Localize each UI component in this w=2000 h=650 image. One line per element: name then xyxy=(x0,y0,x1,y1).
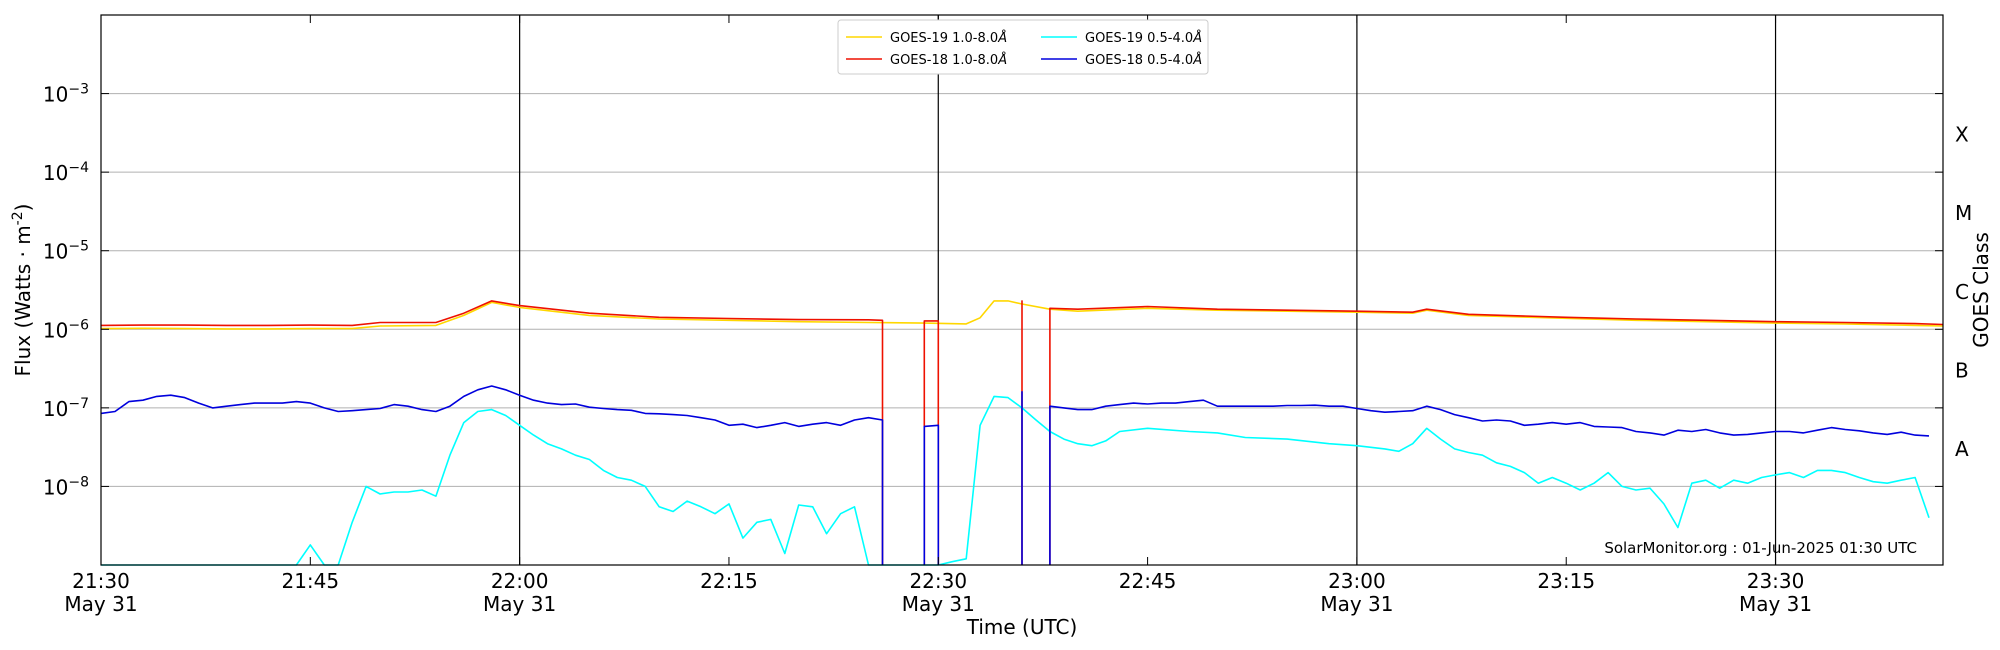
goes-class-label: A xyxy=(1955,437,1969,461)
x-tick-label: 23:00 xyxy=(1328,569,1386,593)
credit-text: SolarMonitor.org : 01-Jun-2025 01:30 UTC xyxy=(1604,539,1917,557)
goes-class-axis-label: GOES Class xyxy=(1969,232,1993,348)
x-tick-label: 23:30 xyxy=(1747,569,1805,593)
y-tick-label: 10−5 xyxy=(43,239,89,264)
x-tick-label: 22:30 xyxy=(909,569,967,593)
x-tick-label: 21:30 xyxy=(72,569,130,593)
x-tick-date: May 31 xyxy=(1739,592,1812,616)
goes-class-label: C xyxy=(1955,280,1969,304)
legend-entry-unit: Å xyxy=(997,30,1007,46)
y-tick-exponent: −8 xyxy=(68,474,89,490)
x-tick-date: May 31 xyxy=(64,592,137,616)
x-axis-label: Time (UTC) xyxy=(966,615,1078,639)
y-tick-base: 10 xyxy=(43,240,68,264)
legend-entry-unit: Å xyxy=(997,52,1007,68)
y-tick-label: 10−7 xyxy=(43,396,89,421)
x-tick-label: 22:15 xyxy=(700,569,758,593)
legend-box xyxy=(837,19,1209,75)
y-tick-exponent: −6 xyxy=(68,317,89,333)
y-axis-ticks: 10−810−710−610−510−410−3 xyxy=(43,82,1943,499)
y-tick-label: 10−3 xyxy=(43,82,89,107)
y-axis-label-main: Flux (Watts · m xyxy=(11,225,35,376)
goes-class-label: M xyxy=(1955,201,1972,225)
y-tick-base: 10 xyxy=(43,475,68,499)
flux-series xyxy=(100,300,1944,566)
y-tick-exponent: −7 xyxy=(68,396,89,412)
legend-entry-unit: Å xyxy=(1192,52,1202,68)
legend-entry: GOES-18 0.5-4.0Å xyxy=(1085,52,1202,68)
y-axis-label: Flux (Watts · m-2) xyxy=(10,204,35,377)
y-tick-exponent: −3 xyxy=(68,82,89,98)
y-tick-base: 10 xyxy=(43,318,68,342)
y-tick-base: 10 xyxy=(43,397,68,421)
y-tick-base: 10 xyxy=(43,83,68,107)
series-line xyxy=(100,385,1930,565)
x-tick-label: 22:00 xyxy=(491,569,549,593)
day-boundary-lines xyxy=(519,15,1777,565)
legend-entry-name: GOES-18 0.5-4.0 xyxy=(1085,53,1193,68)
legend-entry: GOES-19 1.0-8.0Å xyxy=(890,30,1007,46)
legend-entry-unit: Å xyxy=(1192,30,1202,46)
goes-class-label: B xyxy=(1955,358,1969,382)
y-tick-label: 10−4 xyxy=(43,160,89,185)
goes-class-label: X xyxy=(1955,123,1969,147)
x-tick-label: 21:45 xyxy=(281,569,339,593)
legend-entry-name: GOES-18 1.0-8.0 xyxy=(890,53,998,68)
x-tick-label: 22:45 xyxy=(1119,569,1177,593)
x-tick-date: May 31 xyxy=(1320,592,1393,616)
legend-entry-name: GOES-19 1.0-8.0 xyxy=(890,31,998,46)
y-tick-exponent: −4 xyxy=(68,160,89,176)
y-tick-label: 10−6 xyxy=(43,317,89,342)
x-tick-date: May 31 xyxy=(483,592,556,616)
legend-entry: GOES-18 1.0-8.0Å xyxy=(890,52,1007,68)
y-tick-base: 10 xyxy=(43,161,68,185)
x-tick-date: May 31 xyxy=(902,592,975,616)
plot-frame xyxy=(100,14,1944,566)
series-line xyxy=(100,300,1944,565)
y-tick-exponent: −5 xyxy=(68,239,89,255)
legend-entry-name: GOES-19 0.5-4.0 xyxy=(1085,31,1193,46)
legend-entry: GOES-19 0.5-4.0Å xyxy=(1085,30,1202,46)
x-tick-label: 23:15 xyxy=(1537,569,1595,593)
y-axis-label-exponent: -2 xyxy=(10,211,26,225)
y-axis-label-close: ) xyxy=(11,204,35,212)
series-line xyxy=(100,300,1944,330)
y-tick-label: 10−8 xyxy=(43,474,89,499)
goes-class-labels: A B C M X xyxy=(1955,123,1972,461)
